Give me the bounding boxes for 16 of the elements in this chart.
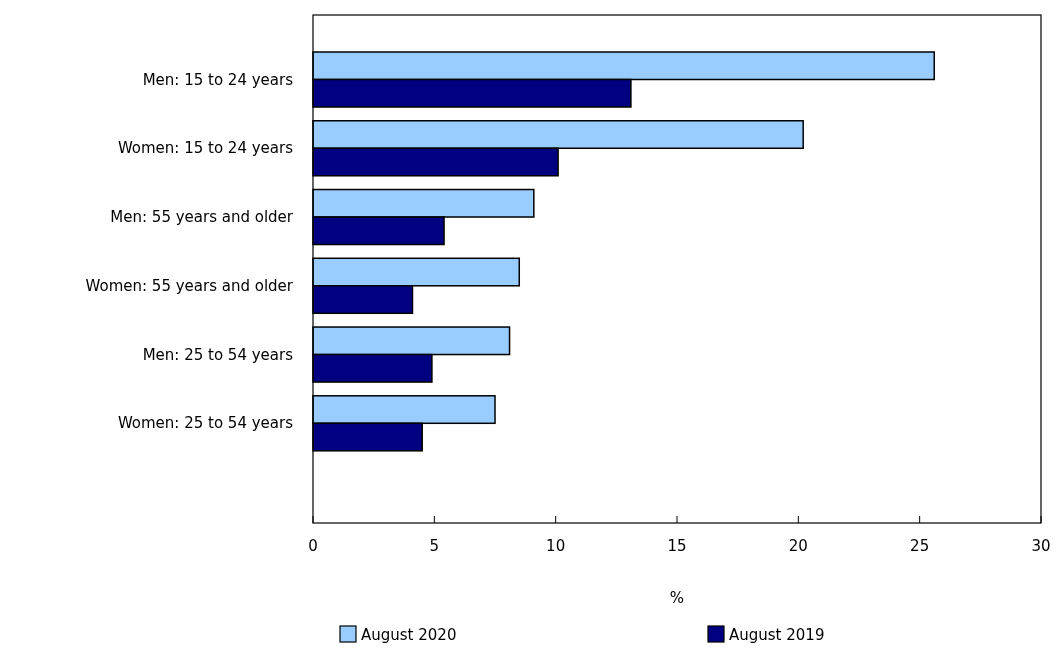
x-tick-label: 20 xyxy=(788,537,808,555)
x-tick-label: 0 xyxy=(308,537,318,555)
y-tick-label: Women: 15 to 24 years xyxy=(117,139,294,158)
y-tick-label: Men: 15 to 24 years xyxy=(142,70,294,89)
y-tick-label: Men: 55 years and older xyxy=(110,208,294,227)
x-axis-title: % xyxy=(669,589,685,607)
x-tick-label: 30 xyxy=(1031,537,1051,555)
y-tick-label: Women: 55 years and older xyxy=(85,276,294,295)
legend-label: August 2019 xyxy=(729,626,825,644)
y-tick-label: Women: 25 to 54 years xyxy=(117,414,294,433)
x-tick-label: 25 xyxy=(910,537,930,555)
x-tick-label: 5 xyxy=(429,537,440,555)
y-tick-label: Men: 25 to 54 years xyxy=(142,345,294,364)
legend-label: August 2020 xyxy=(361,626,457,644)
x-tick-label: 15 xyxy=(667,537,687,555)
x-tick-label: 10 xyxy=(546,537,566,555)
